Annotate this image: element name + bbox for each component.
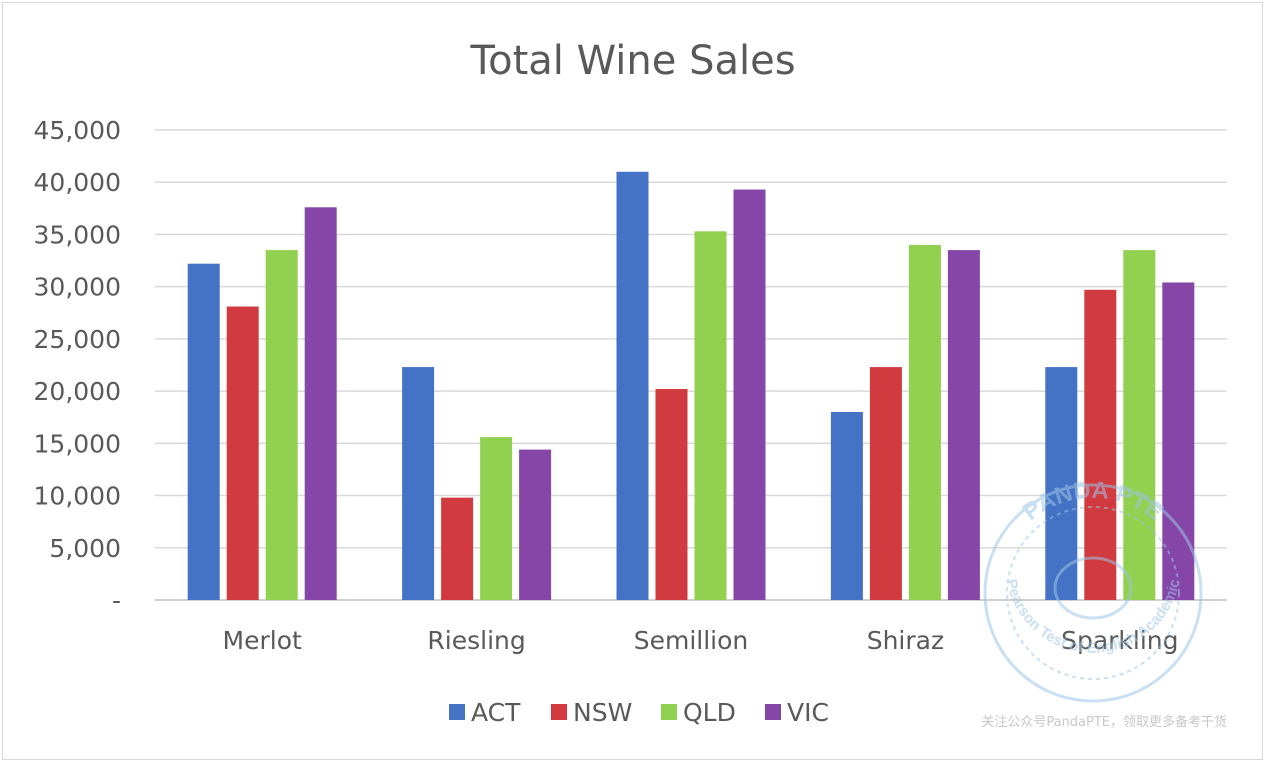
watermark-note: 关注公众号PandaPTE，领取更多备考干货: [981, 714, 1227, 730]
y-tick-label: 25,000: [34, 325, 121, 354]
bar-sparkling-vic: [1162, 282, 1195, 600]
y-tick-label: -: [112, 586, 121, 615]
bar-merlot-qld: [265, 250, 298, 600]
x-tick-label: Sparkling: [1061, 626, 1178, 655]
y-tick-label: 35,000: [34, 220, 121, 249]
legend-swatch-vic: [765, 704, 781, 720]
bar-semillion-nsw: [655, 389, 688, 600]
y-tick-label: 10,000: [34, 482, 121, 511]
y-tick-label: 30,000: [34, 273, 121, 302]
bar-merlot-vic: [304, 207, 337, 601]
bar-shiraz-vic: [947, 250, 980, 600]
legend-swatch-qld: [661, 704, 677, 720]
legend-label-vic: VIC: [787, 698, 829, 727]
bar-sparkling-act: [1045, 367, 1078, 600]
bar-sparkling-qld: [1123, 250, 1156, 600]
legend: ACT NSW QLD VIC: [449, 698, 829, 727]
bar-shiraz-qld: [908, 244, 941, 600]
legend-label-act: ACT: [471, 698, 521, 727]
stamp-inner-ring: [1006, 506, 1180, 680]
x-tick-label: Shiraz: [867, 626, 944, 655]
bar-semillion-qld: [694, 231, 727, 601]
bar-sparkling-nsw: [1084, 289, 1117, 600]
bar-riesling-act: [402, 367, 435, 600]
bar-semillion-act: [616, 171, 649, 600]
x-axis-ticks: Merlot Riesling Semillion Shiraz Sparkling: [223, 626, 1179, 655]
y-tick-label: 20,000: [34, 377, 121, 406]
bar-merlot-nsw: [226, 306, 259, 600]
x-tick-label: Riesling: [427, 626, 525, 655]
legend-swatch-nsw: [551, 704, 567, 720]
bar-riesling-vic: [519, 449, 552, 600]
bar-shiraz-nsw: [869, 367, 902, 600]
legend-label-nsw: NSW: [573, 698, 632, 727]
bar-shiraz-act: [830, 412, 863, 600]
y-axis-ticks: - 5,000 10,000 15,000 20,000 25,000 30,000 35,0…: [34, 116, 121, 615]
bar-merlot-act: [187, 263, 220, 600]
y-tick-label: 40,000: [34, 168, 121, 197]
x-tick-label: Semillion: [634, 626, 749, 655]
panda-icon: [1053, 556, 1133, 620]
bar-riesling-nsw: [441, 497, 474, 600]
y-tick-label: 5,000: [49, 534, 121, 563]
bar-riesling-qld: [480, 437, 513, 600]
bar-chart: Total Wine Sales - 5,000 10,000 15,000 20,00…: [34, 38, 1227, 730]
stamp-outer-ring: [983, 483, 1203, 703]
x-tick-label: Merlot: [223, 626, 302, 655]
y-tick-label: 45,000: [34, 116, 121, 145]
legend-swatch-act: [449, 704, 465, 720]
bars: [187, 171, 1195, 601]
y-tick-label: 15,000: [34, 429, 121, 458]
legend-label-qld: QLD: [683, 698, 736, 727]
chart-title: Total Wine Sales: [469, 38, 795, 84]
bar-semillion-vic: [733, 189, 766, 601]
